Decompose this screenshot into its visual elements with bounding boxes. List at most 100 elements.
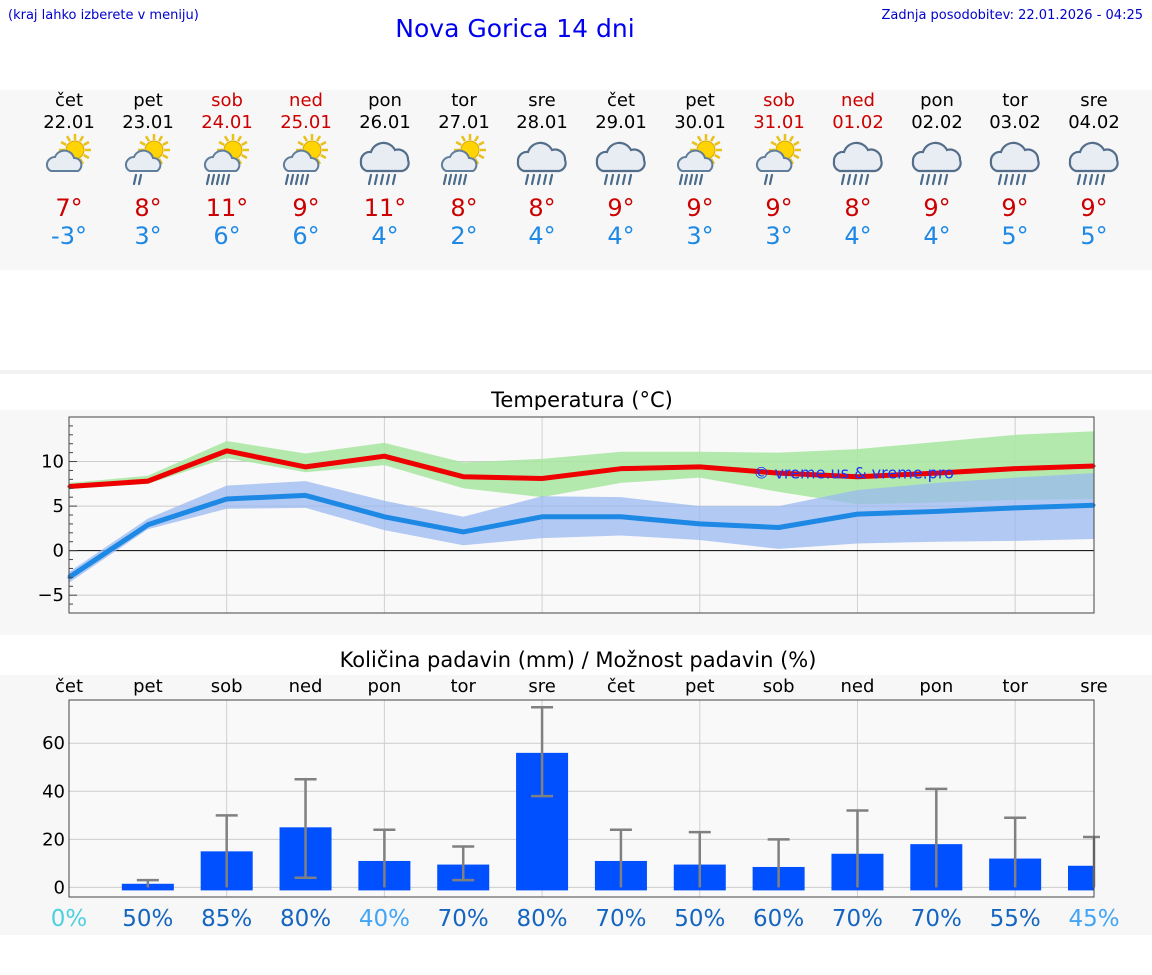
forecast-day: čet 29.01 9° 4° — [576, 90, 666, 250]
category-label: čet — [55, 676, 83, 697]
cloud-rain-icon — [911, 141, 962, 186]
forecast-day: sre 04.02 9° 5° — [1049, 90, 1139, 250]
category-label: pet — [133, 676, 163, 697]
forecast-day: pet 23.01 8° 3° — [103, 90, 193, 250]
day-date: 01.02 — [832, 112, 884, 133]
day-date: 29.01 — [595, 112, 647, 133]
precipitation-probability: 70% — [832, 906, 883, 932]
precipitation-probability: 40% — [359, 906, 410, 932]
max-temperature-point — [540, 476, 544, 480]
forecast-day: pet 30.01 9° 3° — [655, 90, 745, 250]
min-temperature-point — [855, 512, 859, 516]
cloud-rain-icon — [989, 141, 1040, 186]
max-temperature-point — [855, 475, 859, 479]
forecast-day: tor 27.01 8° 2° — [419, 90, 509, 250]
day-name: sob — [211, 90, 243, 111]
max-temperature-point — [619, 467, 623, 471]
max-temperature: 8° — [450, 194, 478, 222]
day-date: 28.01 — [516, 112, 568, 133]
forecast-strip: čet 22.01 7° -3° pet 23.01 8° 3° sob 24.01 11° 6° ne… — [0, 90, 1152, 270]
day-name: sre — [528, 90, 556, 111]
max-temperature: 9° — [1080, 194, 1108, 222]
category-label: pon — [367, 676, 401, 697]
y-tick-label: 0 — [54, 877, 65, 898]
precipitation-bar — [1068, 865, 1094, 891]
day-date: 30.01 — [674, 112, 726, 133]
max-temperature: 9° — [292, 194, 320, 222]
day-name: sob — [763, 90, 795, 111]
day-name: čet — [54, 90, 84, 111]
sun-cloud-rain-icon — [282, 134, 328, 186]
forecast-day: čet 22.01 7° -3° — [24, 90, 114, 250]
min-temperature: 4° — [923, 222, 951, 250]
category-label: sob — [763, 676, 795, 697]
min-temperature-point — [146, 523, 150, 527]
forecast-day: tor 03.02 9° 5° — [970, 90, 1060, 250]
precipitation-probability: 55% — [990, 906, 1041, 932]
y-tick-label: 20 — [42, 829, 65, 850]
max-temperature-point — [934, 471, 938, 475]
min-temperature-line — [67, 492, 1095, 580]
max-temperature: 11° — [363, 194, 407, 222]
min-temperature-point — [382, 515, 386, 519]
max-temperature-point — [1013, 467, 1017, 471]
day-date: 24.01 — [201, 112, 253, 133]
temperature-chart-title: Temperatura (°C) — [491, 388, 673, 412]
max-temperature: 8° — [528, 194, 556, 222]
y-tick-label: 40 — [42, 781, 65, 802]
max-temperature-point — [777, 471, 781, 475]
y-tick-label: 60 — [42, 733, 65, 754]
max-temperature: 9° — [923, 194, 951, 222]
temperature-chart-panel: −5 0 5 10 © vreme.us & vreme.pro — [0, 410, 1152, 635]
min-temperature-point — [1013, 506, 1017, 510]
precipitation-probability: 70% — [438, 906, 489, 932]
precipitation-probability: 60% — [753, 906, 804, 932]
day-date: 26.01 — [359, 112, 411, 133]
category-label: sob — [211, 676, 243, 697]
min-temperature-point — [225, 497, 229, 501]
watermark: © vreme.us & vreme.pro — [753, 463, 954, 482]
day-date: 31.01 — [753, 112, 805, 133]
day-name: pet — [685, 90, 715, 111]
cloud-rain-icon — [516, 141, 567, 186]
category-label: tor — [450, 676, 476, 697]
page-title: Nova Gorica 14 dni — [395, 14, 635, 43]
max-temperature-point — [225, 449, 229, 453]
sun-cloud-light-rain-icon — [755, 134, 801, 186]
category-label: ned — [841, 676, 875, 697]
y-tick-label: 0 — [53, 541, 64, 562]
max-temperature: 9° — [686, 194, 714, 222]
sun-cloud-rain-icon — [676, 134, 722, 186]
category-label: čet — [607, 676, 635, 697]
max-temperature-point — [304, 465, 308, 469]
min-temperature-point — [540, 515, 544, 519]
max-temperature-point — [461, 475, 465, 479]
category-label: ned — [289, 676, 323, 697]
temperature-chart: −5 0 5 10 © vreme.us & vreme.pro — [37, 416, 1096, 614]
max-temperature: 8° — [134, 194, 162, 222]
y-tick-label: 5 — [53, 496, 64, 517]
precipitation-probability: 70% — [595, 906, 646, 932]
day-name: ned — [841, 90, 875, 111]
min-temperature-point — [619, 515, 623, 519]
precipitation-probability: 80% — [280, 906, 331, 932]
forecast-day: sob 31.01 9° 3° — [734, 90, 824, 250]
min-temperature: 4° — [607, 222, 635, 250]
day-date: 22.01 — [43, 112, 95, 133]
forecast-day: sob 24.01 11° 6° — [182, 90, 272, 250]
y-tick-label: −5 — [37, 585, 64, 606]
forecast-day: ned 01.02 8° 4° — [813, 90, 903, 250]
min-temperature: 4° — [844, 222, 872, 250]
day-name: tor — [1002, 90, 1028, 111]
min-temperature: 5° — [1080, 222, 1108, 250]
precipitation-probability: 85% — [201, 906, 252, 932]
sun-cloud-rain-icon — [440, 134, 486, 186]
forecast-day: pon 02.02 9° 4° — [892, 90, 982, 250]
max-temperature-point — [146, 479, 150, 483]
plot-frame — [68, 699, 1095, 898]
forecast-day: pon 26.01 11° 4° — [340, 90, 430, 250]
day-name: pon — [368, 90, 402, 111]
region-hint[interactable]: (kraj lahko izberete v meniju) — [8, 8, 199, 23]
min-temperature: 3° — [134, 222, 162, 250]
min-temperature: 4° — [371, 222, 399, 250]
